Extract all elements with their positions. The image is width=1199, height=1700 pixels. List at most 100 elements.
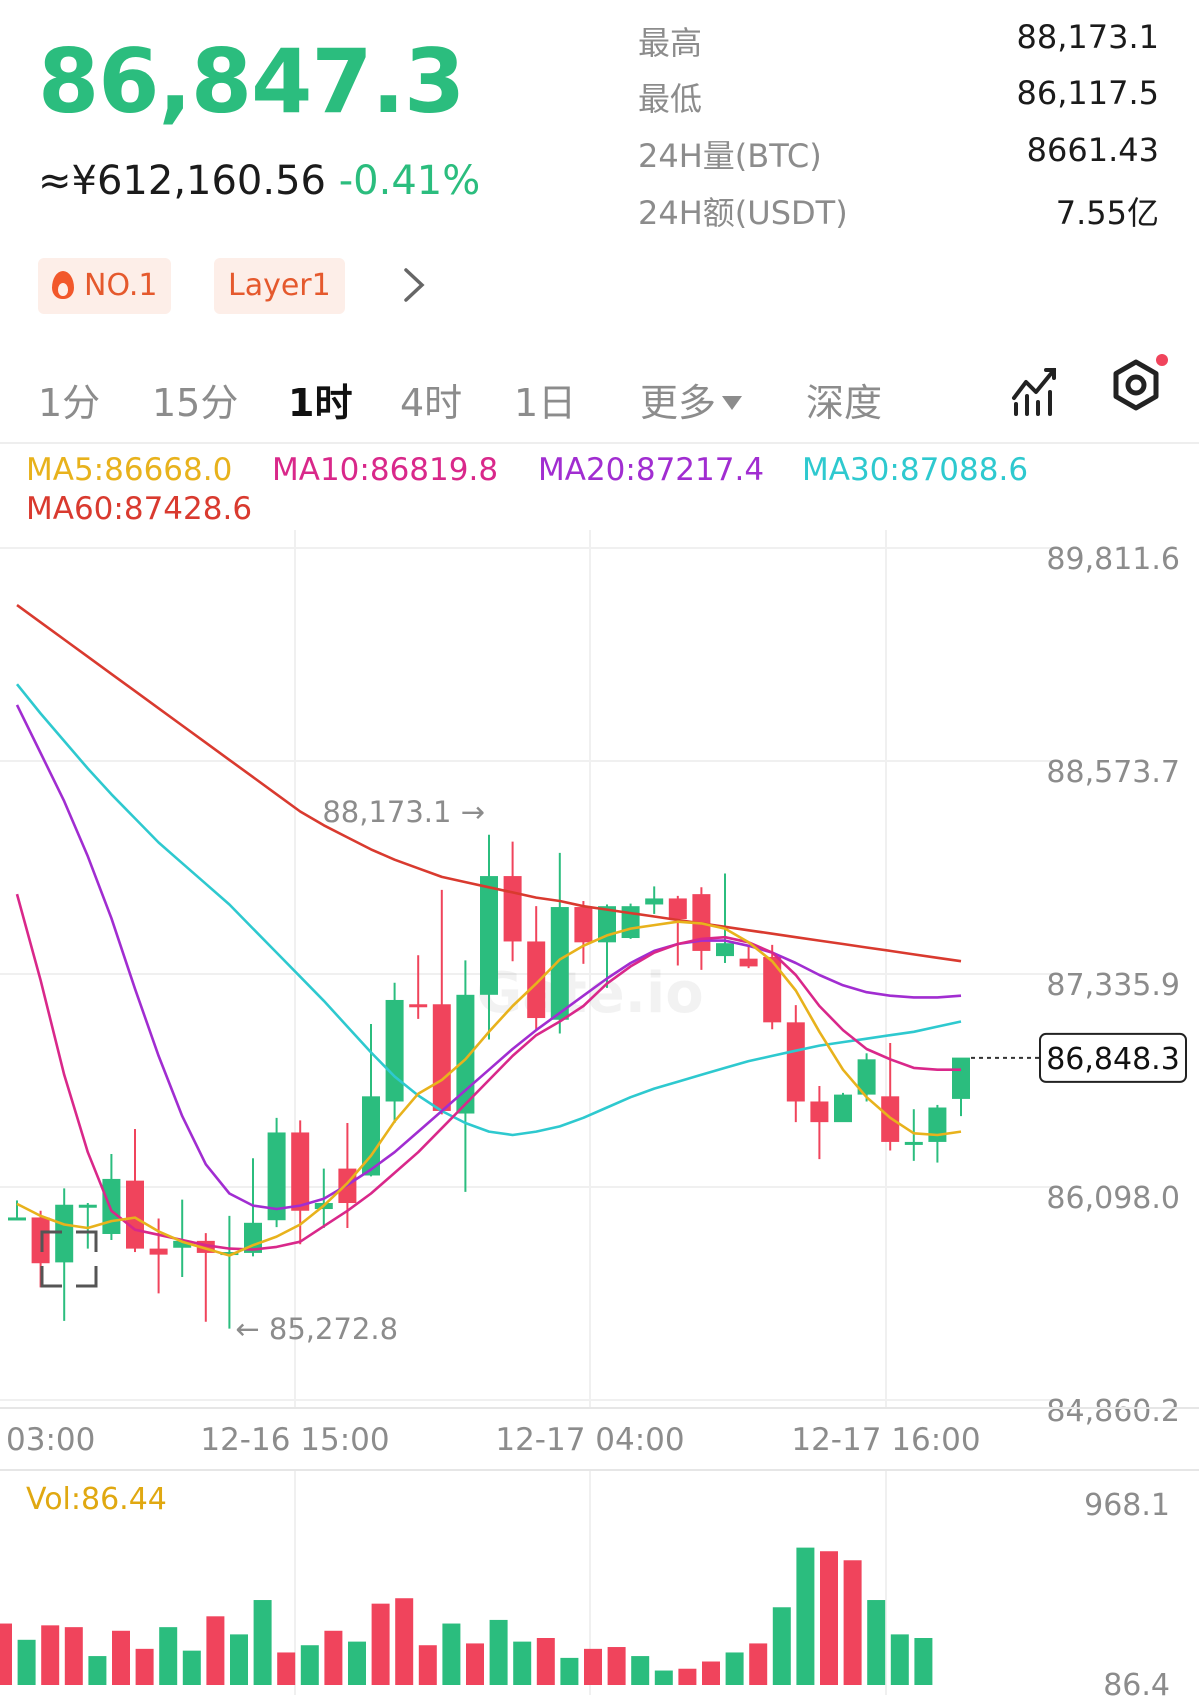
- volume-bar: [277, 1652, 296, 1685]
- volume-bar: [536, 1638, 555, 1685]
- candle-body: [503, 876, 522, 942]
- volume-bar: [159, 1627, 178, 1685]
- candle-body: [409, 1004, 428, 1008]
- volume-bar: [88, 1656, 107, 1685]
- volume-bar: [348, 1641, 366, 1685]
- volume-bar: [0, 1623, 12, 1685]
- candle-body: [220, 1252, 239, 1256]
- volume-bar: [300, 1645, 319, 1685]
- volume-axis-label: 968.1: [1084, 1488, 1170, 1523]
- candle-body: [55, 1204, 74, 1263]
- volume-bar: [513, 1641, 532, 1685]
- tab-4h[interactable]: 4时: [400, 381, 463, 425]
- fullscreen-icon: [40, 1230, 98, 1288]
- candle-body: [362, 1096, 380, 1176]
- candle-body: [102, 1178, 121, 1234]
- stat-value-high: 88,173.1: [1016, 18, 1160, 56]
- chevron-right-icon[interactable]: [402, 266, 426, 313]
- chart-indicator-icon[interactable]: [1010, 364, 1060, 420]
- tab-more[interactable]: 更多: [640, 372, 743, 427]
- stat-value-low: 86,117.5: [1016, 74, 1160, 112]
- candle-body: [480, 876, 498, 995]
- category-tag[interactable]: Layer1: [214, 258, 345, 314]
- y-axis-label: 84,860.2: [1046, 1394, 1180, 1429]
- tab-more-label: 更多: [640, 381, 717, 425]
- ma60-line: [16, 604, 962, 963]
- volume-bar: [112, 1630, 130, 1685]
- volume-bar: [371, 1603, 390, 1685]
- candle-body: [786, 1022, 805, 1102]
- volume-bar: [725, 1652, 744, 1685]
- y-axis-label: 89,811.6: [1046, 542, 1180, 577]
- volume-bar: [395, 1598, 414, 1685]
- volume-bar: [230, 1634, 248, 1685]
- candle-body: [645, 898, 664, 905]
- change-percent: -0.41%: [338, 158, 481, 204]
- volume-bar: [466, 1643, 484, 1685]
- tab-1d[interactable]: 1日: [514, 381, 577, 425]
- candle-body: [126, 1180, 144, 1249]
- candle-body: [291, 1132, 310, 1211]
- volume-label: Vol:86.44: [26, 1482, 167, 1517]
- volume-bar: [324, 1630, 343, 1685]
- volume-bar: [631, 1656, 650, 1685]
- candle-body: [810, 1101, 829, 1123]
- volume-bar: [702, 1661, 720, 1685]
- y-axis-label: 87,335.9: [1046, 968, 1180, 1003]
- volume-bar: [607, 1647, 626, 1685]
- volume-bar: [442, 1623, 461, 1685]
- volume-bar: [64, 1627, 83, 1685]
- x-axis-label: 03:00: [6, 1422, 95, 1458]
- volume-bar: [206, 1616, 225, 1685]
- x-axis-label: 12-17 04:00: [495, 1422, 684, 1458]
- volume-bar: [584, 1648, 602, 1685]
- candlestick-chart[interactable]: 89,811.6 88,573.7 87,335.9 86,098.0 84,860.2…: [0, 530, 1199, 1700]
- tab-depth[interactable]: 深度: [806, 381, 883, 425]
- candle-body: [668, 898, 687, 920]
- ma10-legend: MA10:86819.8: [272, 452, 499, 488]
- ma20-legend: MA20:87217.4: [538, 452, 765, 488]
- current-price-box: [1039, 1032, 1187, 1083]
- stat-label-high: 最高: [638, 24, 703, 62]
- volume-bar: [796, 1547, 815, 1685]
- candle-body: [267, 1132, 286, 1221]
- candle-body: [149, 1248, 168, 1255]
- candle-body: [952, 1057, 970, 1099]
- volume-bar: [772, 1607, 791, 1685]
- rank-tag[interactable]: NO.1: [38, 258, 172, 314]
- candle-body: [857, 1059, 876, 1095]
- candle-body: [716, 943, 734, 957]
- ma5-legend: MA5:86668.0: [26, 452, 233, 488]
- volume-bar: [914, 1638, 933, 1685]
- volume-bar: [560, 1657, 579, 1685]
- candle-body: [574, 907, 593, 943]
- candle-body: [527, 941, 546, 1019]
- volume-bar: [749, 1643, 768, 1685]
- tab-divider: [0, 442, 1199, 444]
- candle-body: [456, 994, 475, 1114]
- ma20-line: [15, 704, 962, 1211]
- settings-gear-icon[interactable]: [1104, 352, 1168, 422]
- volume-bar: [654, 1670, 673, 1685]
- caret-down-icon: [722, 396, 743, 410]
- y-axis-label: 88,573.7: [1046, 755, 1180, 790]
- stat-label-turnover: 24H额(USDT): [638, 194, 848, 232]
- volume-bar: [820, 1551, 838, 1685]
- stat-value-volume: 8661.43: [1026, 131, 1159, 169]
- x-axis-label: 12-17 16:00: [791, 1422, 980, 1458]
- x-axis-label: 12-16 15:00: [200, 1422, 389, 1458]
- tab-1h[interactable]: 1时: [288, 381, 353, 425]
- tab-1m[interactable]: 1分: [38, 381, 101, 425]
- candle-body: [173, 1240, 192, 1248]
- tab-15m[interactable]: 15分: [152, 381, 239, 425]
- cny-price-row: ≈¥612,160.56 -0.41%: [38, 158, 480, 204]
- volume-bar: [253, 1600, 272, 1685]
- volume-bar: [489, 1619, 508, 1685]
- candle-body: [834, 1094, 852, 1123]
- last-price: 86,847.3: [38, 30, 465, 133]
- candle-body: [763, 956, 782, 1023]
- flame-icon: [52, 271, 74, 299]
- watermark-logo: Gate.io: [476, 961, 703, 1026]
- high-price-marker: 88,173.1 →: [322, 795, 485, 829]
- stat-label-low: 最低: [638, 80, 703, 118]
